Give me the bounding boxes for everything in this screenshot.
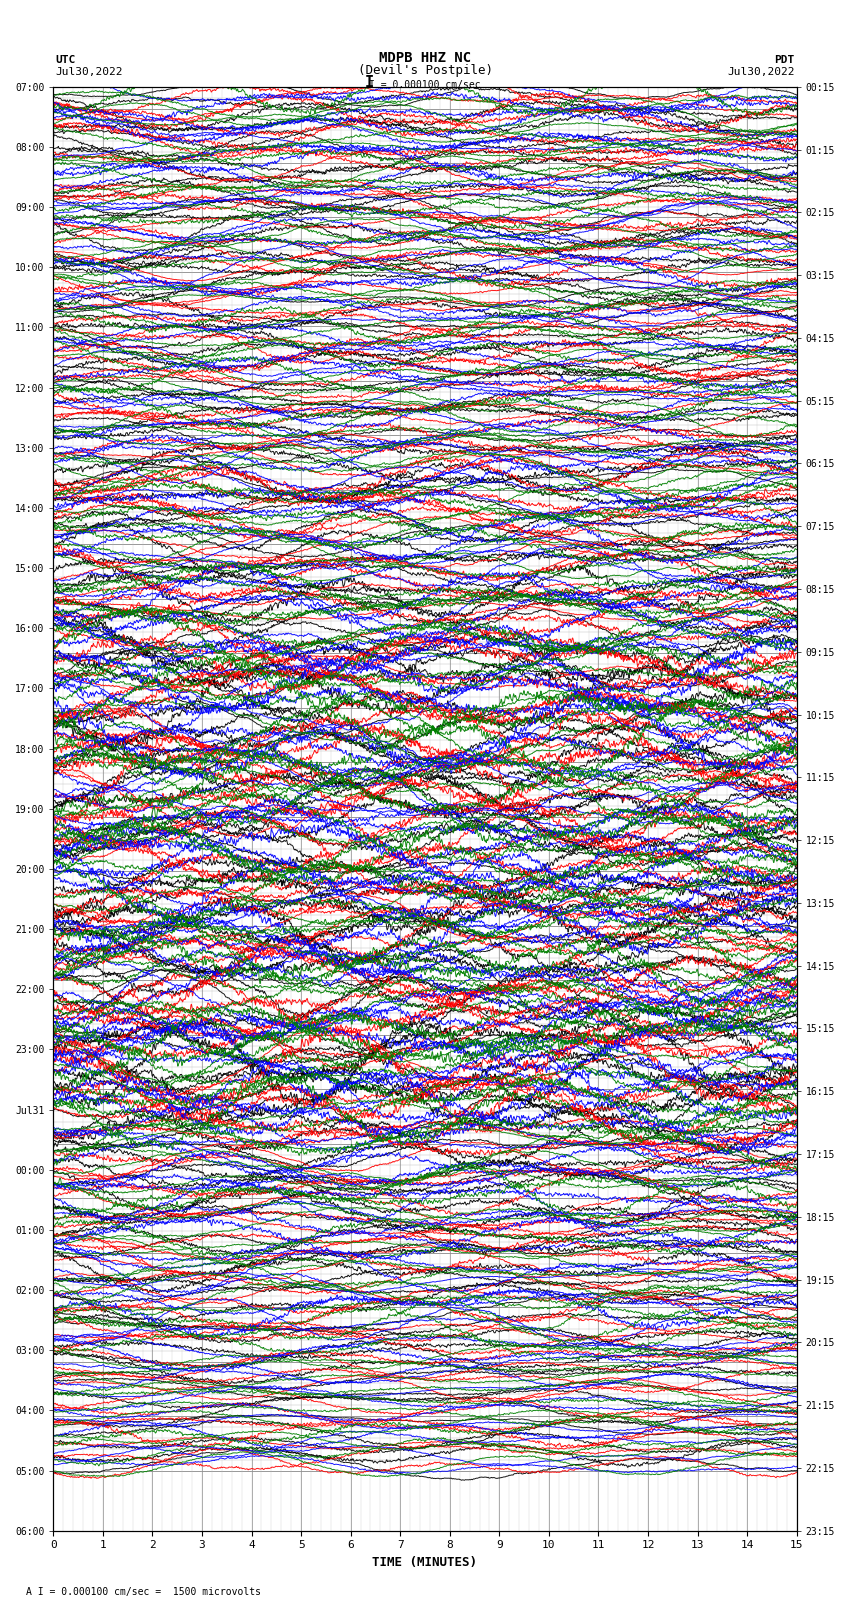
X-axis label: TIME (MINUTES): TIME (MINUTES) [372, 1557, 478, 1569]
Text: PDT: PDT [774, 55, 795, 65]
Text: Jul30,2022: Jul30,2022 [728, 68, 795, 77]
Text: UTC: UTC [55, 55, 76, 65]
Text: I: I [366, 76, 374, 90]
Text: I = 0.000100 cm/sec: I = 0.000100 cm/sec [369, 81, 481, 90]
Text: (Devil's Postpile): (Devil's Postpile) [358, 65, 492, 77]
Text: Jul30,2022: Jul30,2022 [55, 68, 122, 77]
Text: A I = 0.000100 cm/sec =  1500 microvolts: A I = 0.000100 cm/sec = 1500 microvolts [26, 1587, 260, 1597]
Text: MDPB HHZ NC: MDPB HHZ NC [379, 50, 471, 65]
